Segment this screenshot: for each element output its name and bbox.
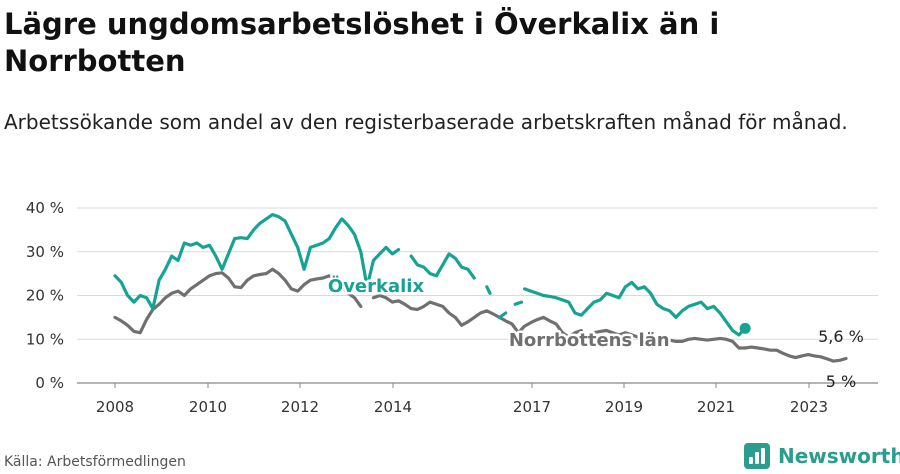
series-lines [113,213,848,363]
x-tick-label: 2023 [790,398,828,416]
series-line-norrbotten [334,280,363,308]
series-line-overkalix [497,311,508,319]
chart-subtitle: Arbetssökande som andel av den registerb… [4,110,848,134]
grid-lines [77,207,878,384]
y-tick-label: 0 % [35,374,64,392]
series-line-overkalix [113,213,401,311]
series-label-norrbotten: Norrbottens län [509,330,670,351]
series-line-norrbotten [592,328,848,363]
series-line-norrbotten [371,293,583,339]
y-tick-label: 10 % [26,330,64,348]
x-tick-label: 2019 [605,398,643,416]
series-label-halo: Överkalix [328,275,425,297]
series-label-halo: Norrbottens län [509,330,670,351]
series-line-overkalix [522,280,747,337]
source-note: Källa: Arbetsförmedlingen [4,454,186,470]
brand-name: Newsworthy [778,444,900,468]
x-tick-label: 2012 [281,398,319,416]
y-tick-label: 30 % [26,243,64,261]
x-tick-label: 2017 [513,398,551,416]
x-tick-label: 2008 [96,398,134,416]
bar-chart-icon [744,443,770,469]
x-axis-ticks: 2008 2010 2012 2014 2017 2019 2021 2023 [96,383,828,416]
y-tick-label: 40 % [26,199,64,217]
series-line-overkalix [485,285,492,295]
x-tick-label: 2014 [374,398,412,416]
series-line-overkalix [513,300,524,306]
series-label-overkalix: Överkalix [328,275,425,297]
end-value-overkalix: 5,6 % [818,327,864,346]
chart-title: Lägre ungdomsarbetslöshet i Överkalix än… [4,7,720,78]
end-value-norrbotten: 5 % [826,372,856,391]
end-point-overkalix [739,322,751,334]
x-tick-label: 2010 [189,398,227,416]
brand-logo: Newsworthy [744,440,900,472]
y-tick-label: 20 % [26,287,64,305]
series-line-norrbotten [113,267,338,335]
series-line-overkalix [409,252,476,280]
y-axis-ticks: 0 % 10 % 20 % 30 % 40 % [26,199,64,392]
x-tick-label: 2021 [697,398,735,416]
